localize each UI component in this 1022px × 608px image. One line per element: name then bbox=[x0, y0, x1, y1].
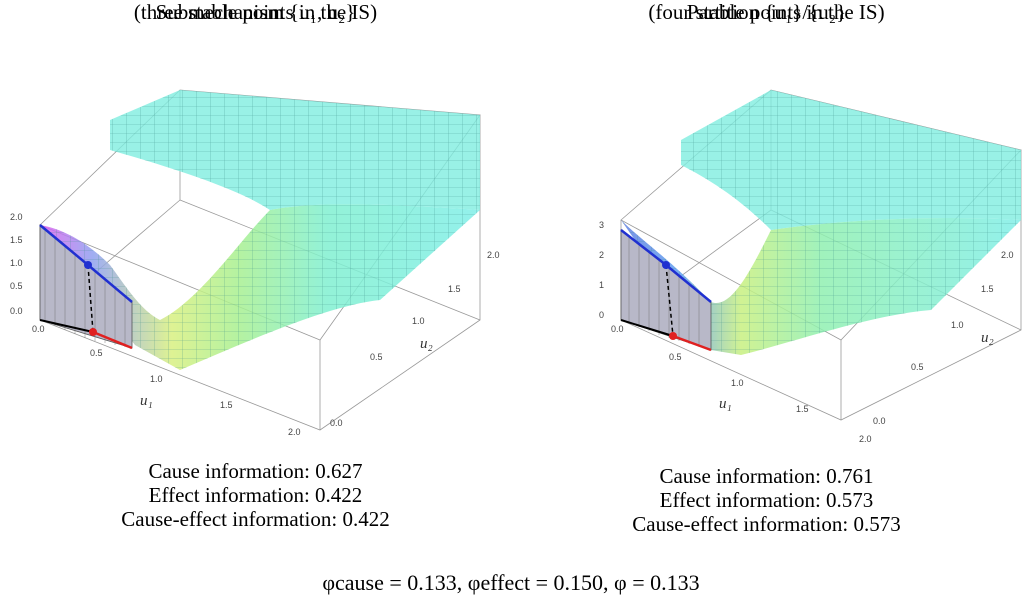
right-red-point bbox=[669, 332, 677, 340]
svg-text:0.0: 0.0 bbox=[330, 418, 343, 428]
svg-text:2.0: 2.0 bbox=[859, 434, 872, 444]
svg-text:1.5: 1.5 bbox=[796, 404, 809, 414]
svg-text:1.0: 1.0 bbox=[150, 374, 163, 384]
left-title: Submechanism {u₁, u₂} bbox=[155, 0, 356, 24]
svg-text:3: 3 bbox=[599, 220, 604, 230]
right-title: Partition {u₁}/{u₂} bbox=[686, 0, 847, 24]
svg-text:2.0: 2.0 bbox=[1001, 250, 1014, 260]
left-u2-ticks: 2.0 1.5 1.0 0.5 0.0 bbox=[330, 250, 500, 428]
right-3d-plot: 3 2 1 0 0.0 0.5 1.0 1.5 2.0 u₁ 2.0 1.5 1… bbox=[511, 70, 1022, 455]
svg-text:1.0: 1.0 bbox=[951, 320, 964, 330]
svg-text:0.5: 0.5 bbox=[911, 362, 924, 372]
left-subtitle: (three stable points in the IS) bbox=[133, 0, 378, 24]
svg-text:1.5: 1.5 bbox=[981, 284, 994, 294]
left-u1-label: u₁ bbox=[140, 393, 153, 409]
svg-text:0.5: 0.5 bbox=[370, 352, 383, 362]
left-cause-info: Cause information: 0.627 bbox=[148, 459, 363, 483]
svg-text:2.0: 2.0 bbox=[487, 250, 500, 260]
right-u2-label: u₂ bbox=[981, 330, 994, 346]
left-effect-info: Effect information: 0.422 bbox=[148, 483, 363, 507]
svg-text:0.0: 0.0 bbox=[873, 416, 886, 426]
svg-text:2.0: 2.0 bbox=[288, 427, 301, 437]
right-u2-ticks: 2.0 1.5 1.0 0.5 0.0 bbox=[873, 250, 1014, 426]
right-effect-info: Effect information: 0.573 bbox=[659, 488, 874, 512]
right-panel: Partition {u₁}/{u₂} (four stable points … bbox=[511, 0, 1022, 560]
right-u1-ticks: 0.0 0.5 1.0 1.5 2.0 bbox=[611, 324, 872, 444]
svg-text:0.0: 0.0 bbox=[611, 324, 624, 334]
svg-text:1.0: 1.0 bbox=[10, 258, 23, 268]
left-red-point bbox=[89, 328, 97, 336]
svg-text:0.5: 0.5 bbox=[669, 352, 682, 362]
svg-text:1.0: 1.0 bbox=[412, 316, 425, 326]
right-cause-info: Cause information: 0.761 bbox=[659, 464, 874, 488]
right-plot-svg: 3 2 1 0 0.0 0.5 1.0 1.5 2.0 u₁ 2.0 1.5 1… bbox=[599, 89, 1022, 444]
svg-text:0.0: 0.0 bbox=[10, 306, 23, 316]
left-plot-svg: 2.0 1.5 1.0 0.5 0.0 0.0 0.5 1.0 1.5 2.0 … bbox=[10, 89, 500, 437]
svg-text:1.0: 1.0 bbox=[731, 378, 744, 388]
left-z-ticks: 2.0 1.5 1.0 0.5 0.0 bbox=[10, 212, 23, 316]
svg-text:0.5: 0.5 bbox=[10, 281, 23, 291]
svg-text:1.5: 1.5 bbox=[10, 235, 23, 245]
right-u1-label: u₁ bbox=[719, 396, 732, 412]
left-u2-label: u₂ bbox=[420, 336, 433, 352]
left-3d-plot: 2.0 1.5 1.0 0.5 0.0 0.0 0.5 1.0 1.5 2.0 … bbox=[0, 70, 511, 455]
svg-text:0.5: 0.5 bbox=[90, 348, 103, 358]
left-u1-ticks: 0.0 0.5 1.0 1.5 2.0 bbox=[32, 324, 301, 437]
svg-text:2: 2 bbox=[599, 250, 604, 260]
right-z-ticks: 3 2 1 0 bbox=[599, 220, 604, 320]
svg-text:1.5: 1.5 bbox=[220, 400, 233, 410]
svg-text:1: 1 bbox=[599, 280, 604, 290]
left-cause-effect-info: Cause-effect information: 0.422 bbox=[121, 507, 390, 531]
svg-text:2.0: 2.0 bbox=[10, 212, 23, 222]
svg-text:0: 0 bbox=[599, 310, 604, 320]
right-cause-effect-info: Cause-effect information: 0.573 bbox=[632, 512, 901, 536]
svg-text:0.0: 0.0 bbox=[32, 324, 45, 334]
right-subtitle: (four stable points in the IS) bbox=[648, 0, 885, 24]
left-blue-point bbox=[84, 261, 92, 269]
phi-summary-formula: φcause = 0.133, φeffect = 0.150, φ = 0.1… bbox=[322, 570, 700, 595]
right-blue-point bbox=[662, 261, 670, 269]
svg-text:1.5: 1.5 bbox=[448, 284, 461, 294]
left-panel: Submechanism {u₁, u₂} (three stable poin… bbox=[0, 0, 511, 560]
